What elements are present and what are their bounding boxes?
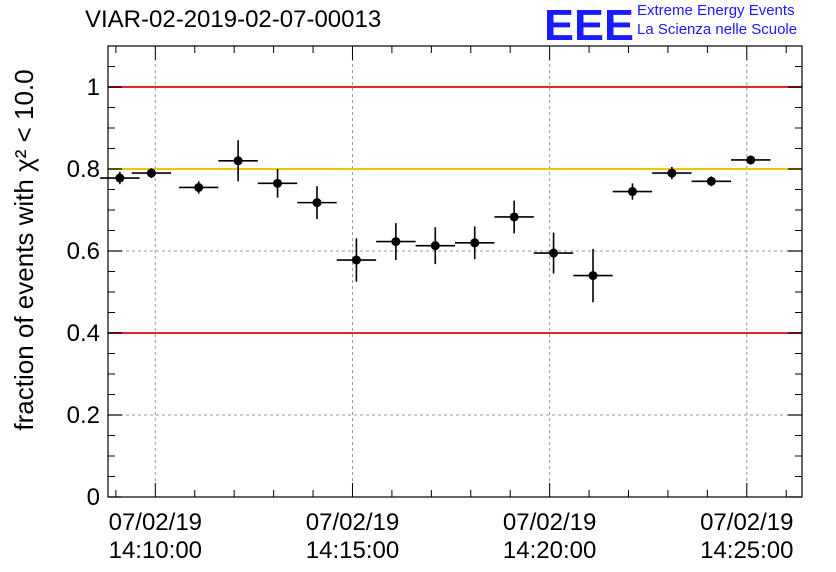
point-marker [706,176,716,186]
x-tick-labels: 07/02/19 14:10:00 07/02/19 14:15:00 07/02/19… [109,509,794,564]
data-point [612,183,653,200]
point-marker [351,255,361,265]
y-tick-label: 0.2 [67,402,100,429]
axis-ticks [108,46,802,498]
eee-logo-mark: EEE [544,2,634,44]
point-marker [194,182,204,192]
logo-line-2: La Scienza nelle Scuole [637,21,798,38]
grid-lines [108,46,802,497]
data-point [297,186,337,220]
data-point [336,238,377,282]
data-point [494,200,534,234]
point-marker [588,271,598,281]
data-point [573,248,613,303]
point-marker [509,212,519,222]
x-tick-label: 07/02/19 14:25:00 [700,509,793,564]
point-marker [115,173,125,183]
data-point [178,181,219,194]
eee-logo: EEE [544,2,634,44]
point-marker [549,248,559,258]
x-tick-label: 07/02/19 14:20:00 [503,509,596,564]
logo-line-1: Extreme Energy Events [637,2,795,19]
data-point [376,223,416,261]
x-tick-label: 07/02/19 14:10:00 [109,509,202,564]
point-marker [146,168,156,178]
chart-title: VIAR-02-2019-02-07-00013 [85,6,382,33]
logo-caption: Extreme Energy Events La Scienza nelle S… [637,1,797,39]
y-tick-label: 0.4 [67,320,100,347]
data-point [652,166,692,180]
y-tick-label: 0.8 [67,156,100,183]
y-tick-label: 0 [87,484,100,511]
y-axis-label: fraction of events with χ² < 10.0 [9,69,39,430]
data-point [455,226,495,260]
point-marker [430,241,440,251]
x-tick-label: 07/02/19 14:15:00 [306,509,399,564]
reference-lines [108,86,802,334]
data-point [691,176,732,187]
point-marker [312,198,322,208]
data-points [100,140,771,303]
data-point [415,227,455,265]
point-marker [667,168,677,178]
y-tick-label: 0.6 [67,238,100,265]
plot-frame [107,45,803,498]
data-point [218,140,258,182]
y-tick-label: 1 [87,74,100,101]
data-point [731,155,771,165]
point-marker [746,155,756,165]
data-point [131,168,172,179]
data-point [533,232,574,274]
point-marker [273,178,283,188]
point-marker [233,156,243,166]
data-point [100,171,140,185]
point-marker [391,237,401,247]
y-tick-labels: 0 0.2 0.4 0.6 0.8 1 [67,74,100,511]
data-point [257,169,298,198]
point-marker [470,238,480,248]
point-marker [627,187,637,197]
